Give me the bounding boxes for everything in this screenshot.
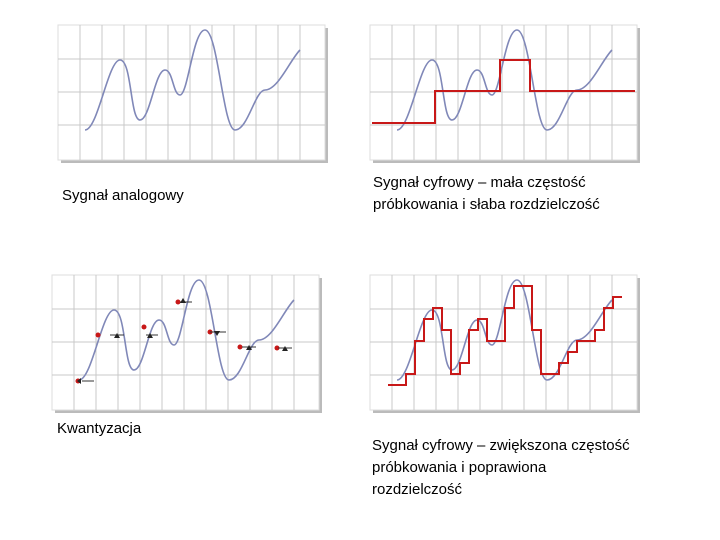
low-rate-panel [369,24,641,164]
caption: Sygnał analogowy [62,187,184,204]
high-rate-panel [369,274,641,414]
caption: Sygnał cyfrowy – zwiększona częstość [372,437,630,454]
caption: Sygnał cyfrowy – mała częstość [373,174,586,191]
caption: Kwantyzacja [57,420,142,437]
caption: próbkowania i słaba rozdzielczość [373,196,600,213]
analog-panel [57,24,329,164]
quantization-panel [51,274,323,414]
caption: rozdzielczość [372,481,463,498]
caption: próbkowania i poprawiona [372,459,547,476]
